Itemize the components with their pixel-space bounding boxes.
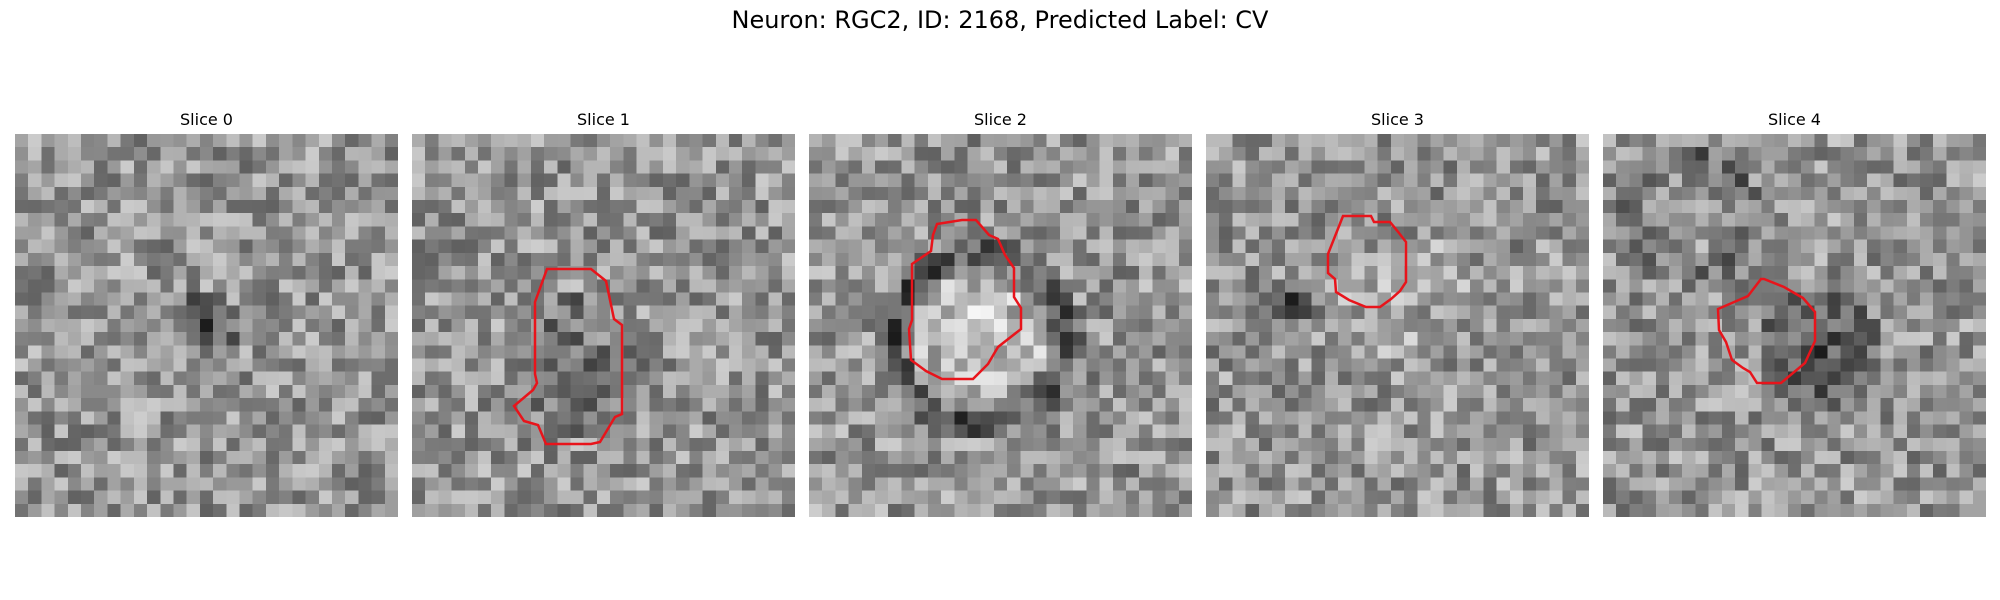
slice-panel: Slice 0 (15, 108, 398, 517)
microscopy-image (1603, 134, 1986, 517)
microscopy-image (809, 134, 1192, 517)
figure-title: Neuron: RGC2, ID: 2168, Predicted Label:… (731, 6, 1269, 34)
slice-panel: Slice 2 (809, 108, 1192, 517)
segmentation-contour (1716, 277, 1817, 385)
segmentation-contour (512, 267, 624, 446)
slice-panel: Slice 4 (1603, 108, 1986, 517)
segmentation-contour (1326, 214, 1408, 309)
microscopy-image (412, 134, 795, 517)
slice-title: Slice 4 (1768, 110, 1821, 129)
microscopy-image (1206, 134, 1589, 517)
slice-panel: Slice 1 (412, 108, 795, 517)
slice-title: Slice 3 (1371, 110, 1424, 129)
slice-title: Slice 0 (180, 110, 233, 129)
segmentation-contour (907, 218, 1023, 381)
microscopy-image (15, 134, 398, 517)
slice-title: Slice 1 (577, 110, 630, 129)
slice-title: Slice 2 (974, 110, 1027, 129)
slice-panel: Slice 3 (1206, 108, 1589, 517)
